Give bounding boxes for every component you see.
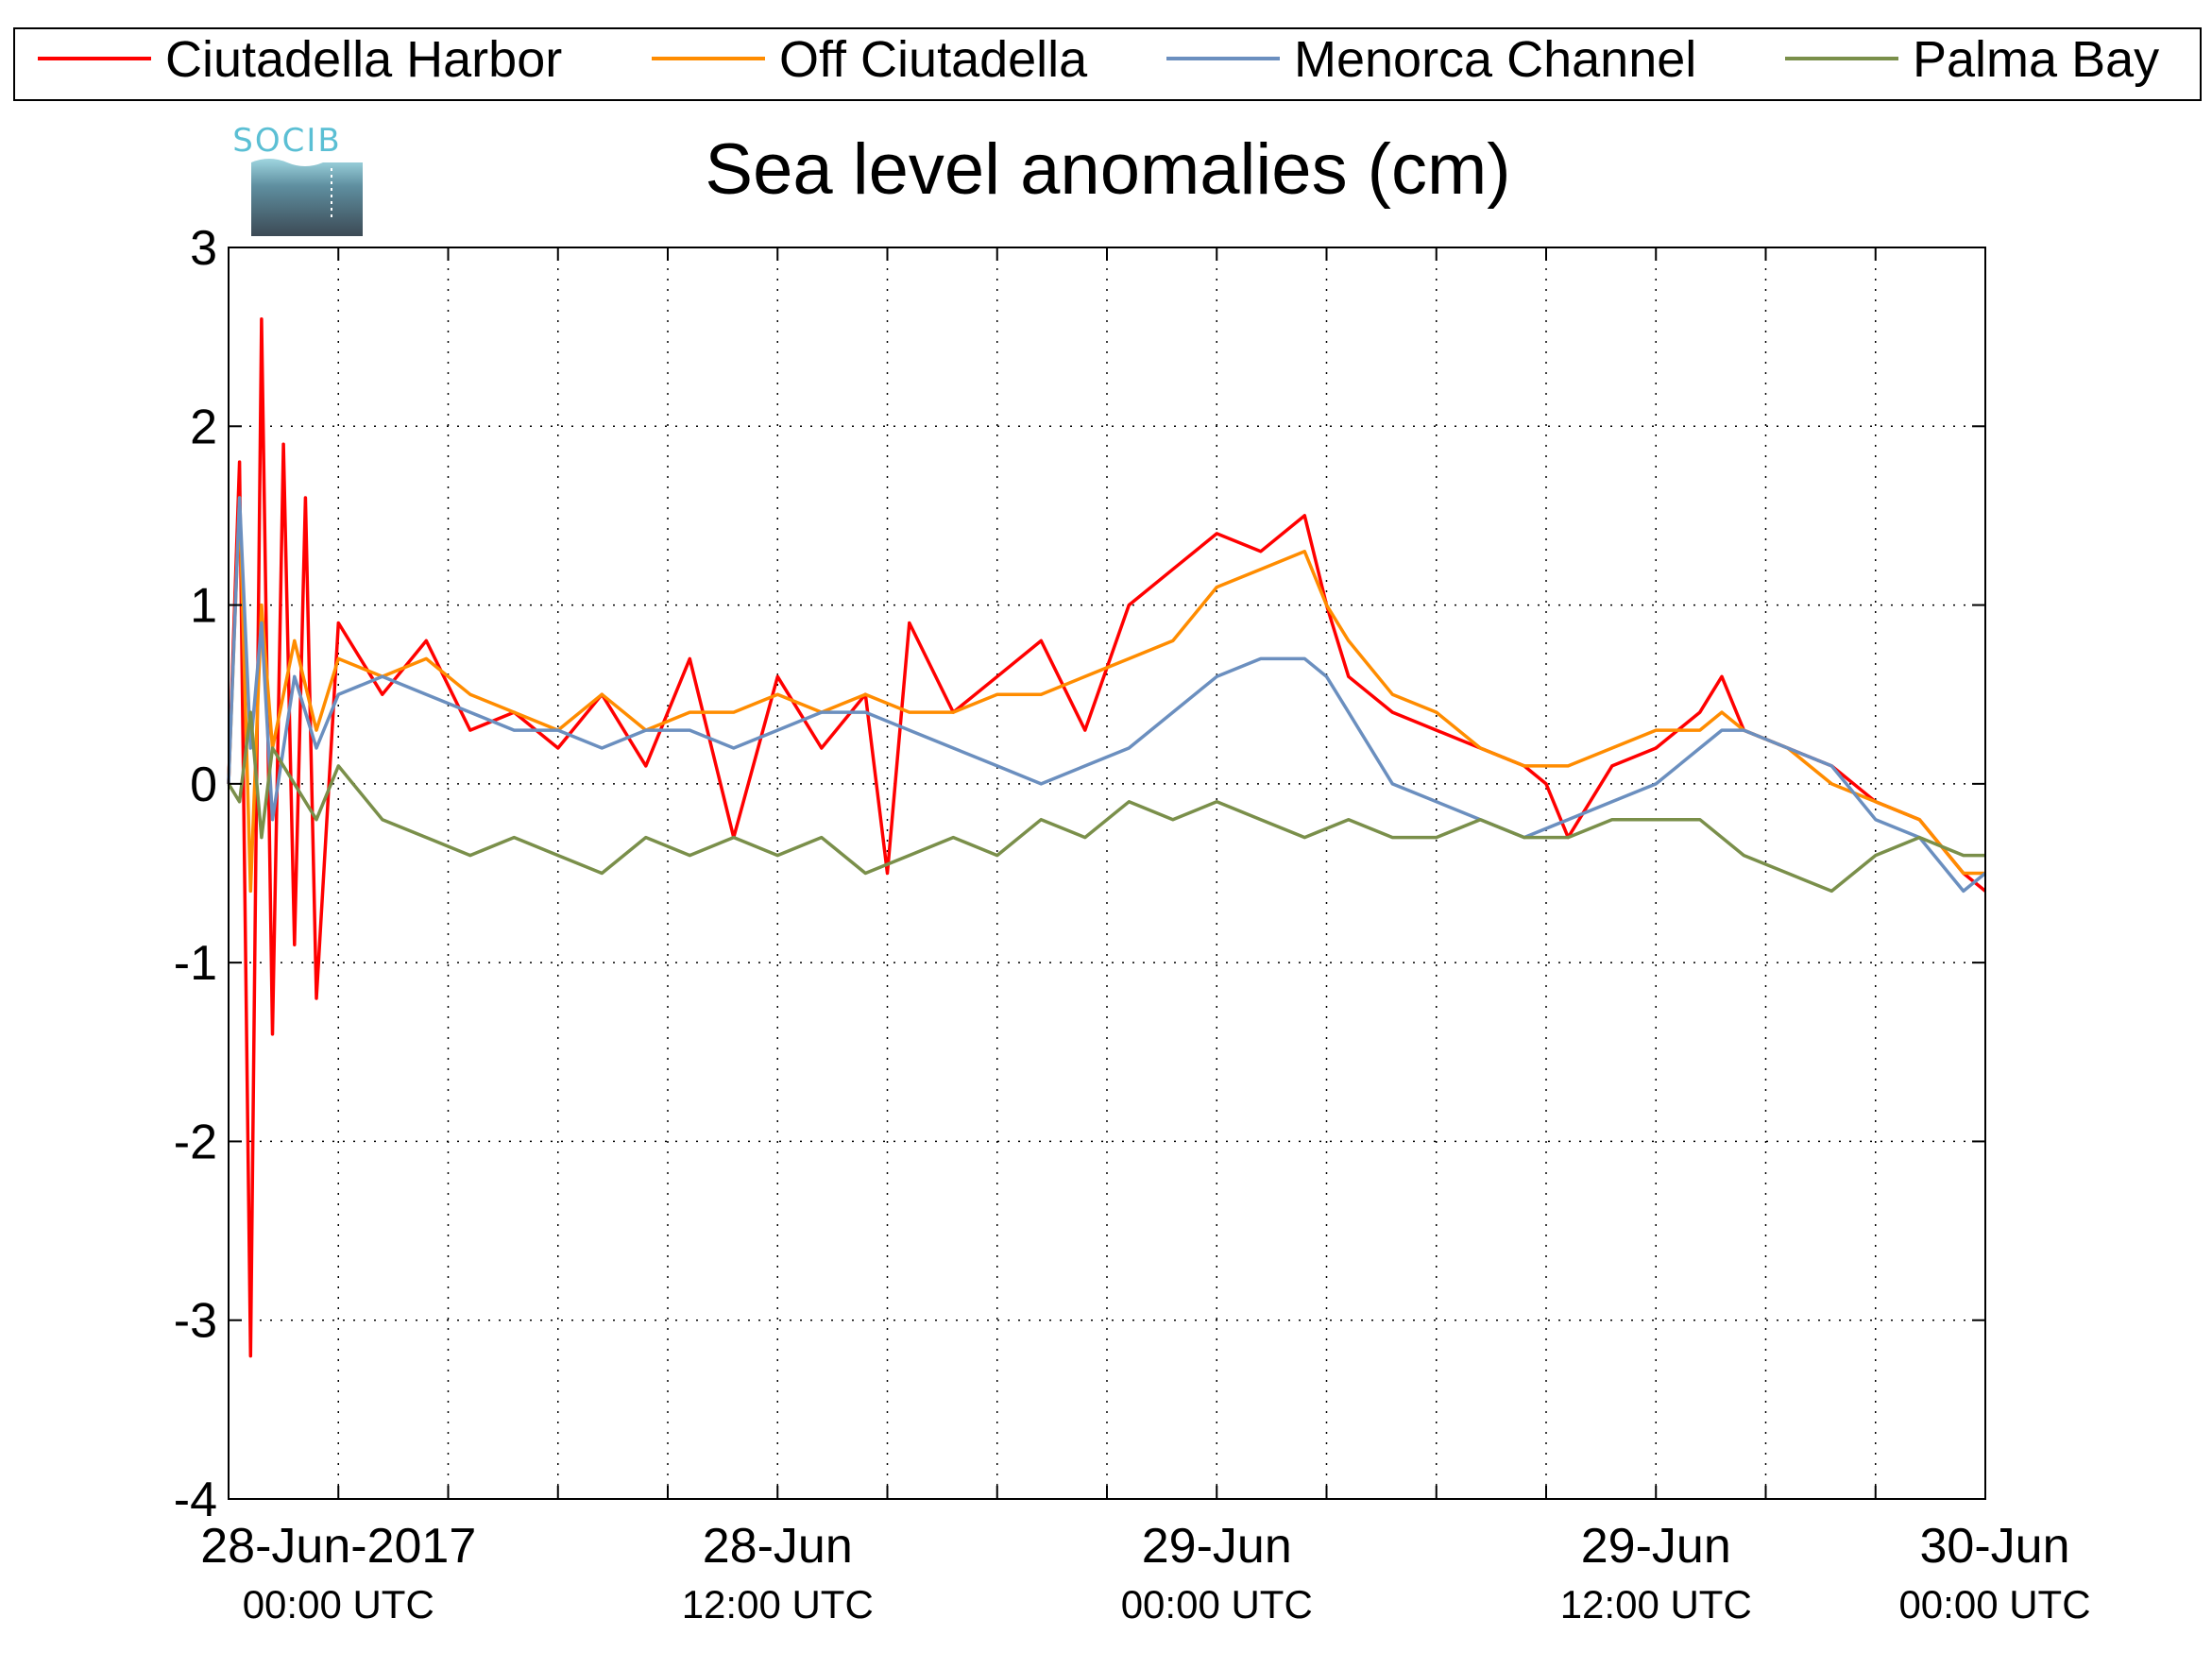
legend-label: Palma Bay [1913, 31, 2159, 88]
x-tick-label-time: 12:00 UTC [682, 1582, 874, 1626]
plot-area [227, 247, 1987, 1500]
x-tick-label-date: 30-Jun [1920, 1519, 2070, 1574]
series-line-palma-bay [227, 710, 1985, 894]
x-tick-label-date: 29-Jun [1142, 1519, 1292, 1574]
y-tick-label: 1 [190, 579, 217, 634]
y-tick-label: -2 [174, 1115, 217, 1169]
legend: Ciutadella Harbor Off Ciutadella Menorca C… [13, 27, 2202, 101]
logo-text: SOCIB [232, 122, 341, 160]
y-tick-label: 2 [190, 400, 217, 454]
series-line-off-ciutadella [227, 496, 1985, 894]
series-line-menorca-channel [227, 496, 1987, 894]
x-tick-label-time: 00:00 UTC [1898, 1582, 2090, 1626]
y-tick-label: 3 [190, 221, 217, 276]
legend-label: Off Ciutadella [779, 31, 1088, 88]
x-tick-label-date: 28-Jun [703, 1519, 853, 1574]
legend-label: Ciutadella Harbor [165, 31, 562, 88]
y-tick-label: -1 [174, 936, 217, 991]
socib-logo: SOCIB [232, 122, 363, 236]
x-tick-label-date: 29-Jun [1581, 1519, 1731, 1574]
legend-label: Menorca Channel [1294, 31, 1696, 88]
chart-title: Sea level anomalies (cm) [705, 129, 1510, 210]
x-tick-label-time: 00:00 UTC [1121, 1582, 1313, 1626]
x-tick-label-date: 28-Jun-2017 [200, 1519, 476, 1574]
x-tick-label-time: 12:00 UTC [1560, 1582, 1752, 1626]
y-tick-label: 0 [190, 758, 217, 812]
legend-box [13, 27, 2202, 101]
y-tick-label: -4 [174, 1473, 217, 1527]
y-tick-label: -3 [174, 1294, 217, 1349]
x-tick-label-time: 00:00 UTC [243, 1582, 434, 1626]
